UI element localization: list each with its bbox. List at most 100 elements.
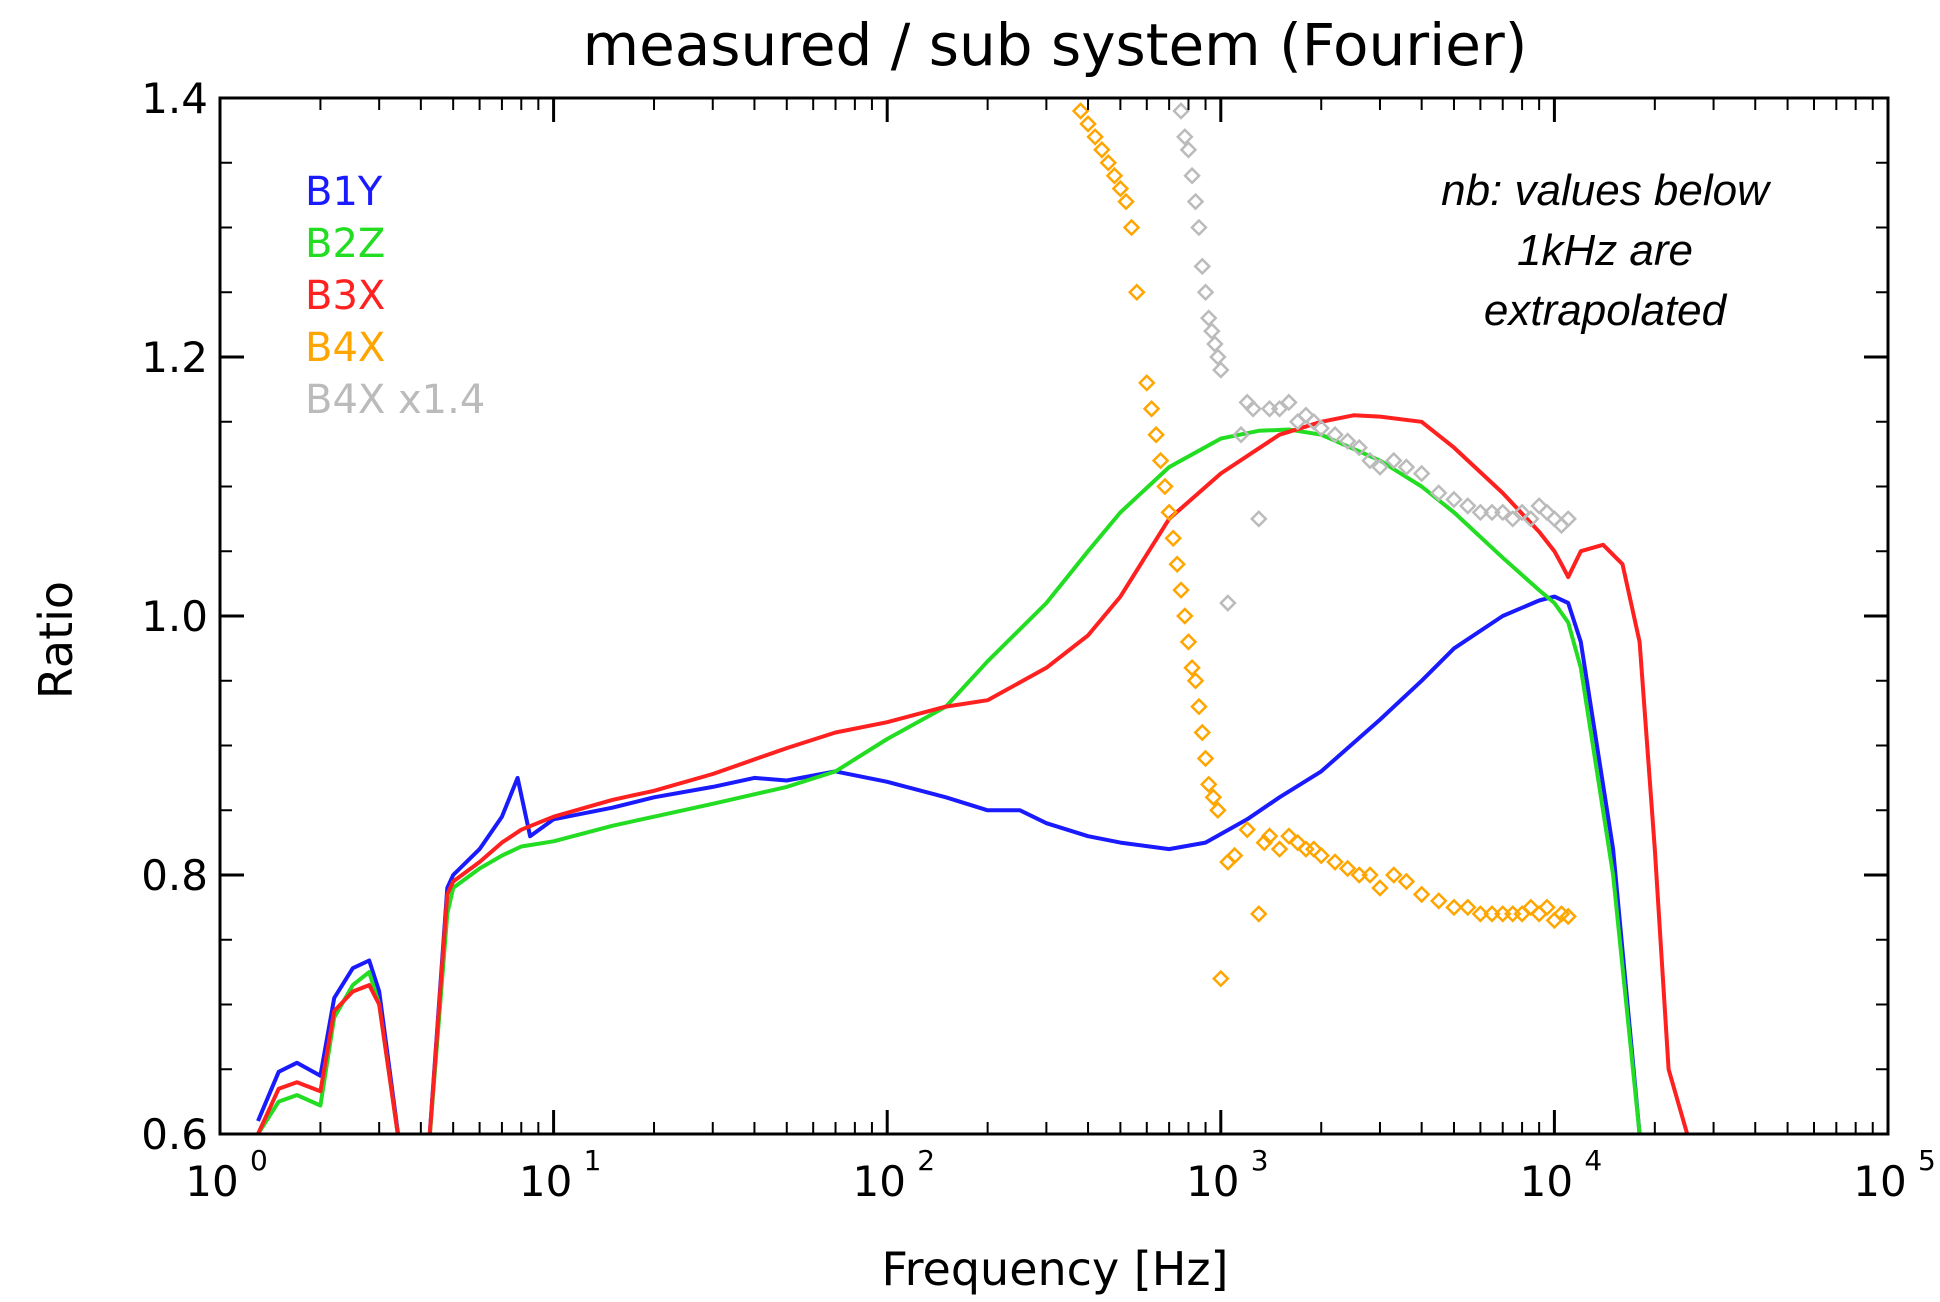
data-point: [1209, 801, 1227, 820]
data-point: [1361, 866, 1379, 884]
data-point: [1270, 400, 1289, 418]
y-tick-label: 1.4: [141, 74, 208, 123]
data-point: [1196, 749, 1215, 768]
data-point: [1244, 400, 1262, 418]
data-point: [1530, 905, 1548, 923]
annotation-line-3: extrapolated: [1484, 286, 1728, 335]
data-point: [1199, 309, 1218, 327]
data-point: [1186, 192, 1205, 211]
data-point: [1071, 102, 1090, 120]
data-point: [1503, 905, 1522, 923]
data-point: [1412, 464, 1431, 483]
data-point: [1270, 840, 1289, 858]
x-tick-exponent: 0: [250, 1144, 268, 1177]
data-point: [1164, 529, 1182, 548]
series-points-b4x: [1071, 102, 1577, 988]
data-point: [1160, 503, 1178, 522]
y-tick-label: 1.2: [141, 333, 208, 382]
data-point: [1128, 283, 1146, 302]
data-point: [1326, 853, 1344, 871]
data-point: [1196, 283, 1215, 302]
data-point: [1250, 905, 1268, 923]
x-tick-label: 10 3: [1186, 1144, 1269, 1206]
x-tick-base: 10: [852, 1157, 905, 1206]
legend-entry: B4X: [305, 325, 385, 371]
x-tick-base: 10: [185, 1157, 238, 1206]
data-point: [1183, 659, 1201, 677]
data-point: [1203, 322, 1221, 340]
data-point: [1190, 697, 1208, 716]
data-point: [1172, 102, 1190, 120]
data-point: [1179, 141, 1198, 159]
data-point: [1459, 497, 1477, 515]
data-point: [1255, 833, 1274, 852]
data-point: [1232, 425, 1250, 444]
data-point: [1559, 510, 1577, 528]
y-tick-label: 0.6: [141, 1110, 208, 1159]
y-axis-label: Ratio: [29, 581, 83, 699]
data-point: [1122, 218, 1141, 237]
data-point: [1397, 872, 1416, 891]
data-point: [1280, 393, 1298, 412]
data-point: [1209, 348, 1227, 366]
data-point: [1412, 885, 1431, 904]
x-tick-exponent: 4: [1584, 1144, 1602, 1177]
x-tick-label: 10 4: [1520, 1144, 1603, 1206]
legend-entry: B3X: [305, 273, 385, 319]
data-point: [1371, 879, 1389, 897]
data-point: [1361, 451, 1379, 470]
data-point: [1225, 846, 1244, 865]
data-point: [1206, 335, 1224, 353]
data-point: [1212, 361, 1230, 379]
data-point: [1513, 503, 1531, 522]
data-point: [1176, 128, 1194, 146]
data-point: [1138, 374, 1156, 392]
data-point: [1459, 898, 1477, 917]
legend-entry: B4X x1.4: [305, 377, 485, 423]
data-point: [1326, 425, 1344, 444]
x-tick-label: 10 5: [1853, 1144, 1936, 1206]
data-point: [1183, 166, 1201, 185]
data-point: [1079, 115, 1097, 133]
legend-entry: B2Z: [305, 221, 385, 267]
data-point: [1280, 827, 1298, 845]
data-point: [1168, 555, 1186, 573]
data-point: [1190, 218, 1208, 237]
data-point: [1350, 438, 1369, 457]
data-point: [1250, 510, 1268, 528]
data-point: [1429, 484, 1448, 502]
series-points-b4x-x1-4: [1172, 102, 1577, 612]
data-point: [1445, 898, 1463, 917]
data-point: [1559, 907, 1577, 926]
data-point: [1385, 866, 1403, 884]
data-point: [1193, 723, 1212, 742]
y-tick-label: 0.8: [141, 851, 208, 900]
data-point: [1522, 898, 1540, 917]
data-point: [1151, 451, 1170, 470]
x-tick-exponent: 1: [584, 1144, 602, 1177]
x-tick-exponent: 5: [1918, 1144, 1936, 1177]
x-tick-base: 10: [519, 1157, 572, 1206]
data-point: [1086, 128, 1104, 146]
series-line-b2z: [256, 427, 1642, 1134]
data-point: [1093, 141, 1111, 159]
data-point: [1193, 257, 1212, 276]
x-tick-base: 10: [1853, 1157, 1906, 1206]
data-point: [1297, 406, 1315, 425]
data-point: [1147, 425, 1165, 444]
x-tick-base: 10: [1520, 1157, 1573, 1206]
x-tick-label: 10 2: [852, 1144, 935, 1206]
data-point: [1338, 432, 1357, 450]
data-point: [1288, 833, 1307, 852]
x-tick-base: 10: [1186, 1157, 1239, 1206]
data-point: [1111, 179, 1130, 198]
data-point: [1260, 400, 1279, 418]
data-point: [1445, 490, 1463, 509]
x-tick-exponent: 2: [917, 1144, 935, 1177]
data-point: [1238, 820, 1256, 839]
data-point: [1312, 419, 1330, 437]
series-line-b3x: [256, 413, 1690, 1134]
data-point: [1312, 846, 1330, 865]
data-point: [1156, 477, 1174, 496]
data-point: [1538, 503, 1556, 522]
